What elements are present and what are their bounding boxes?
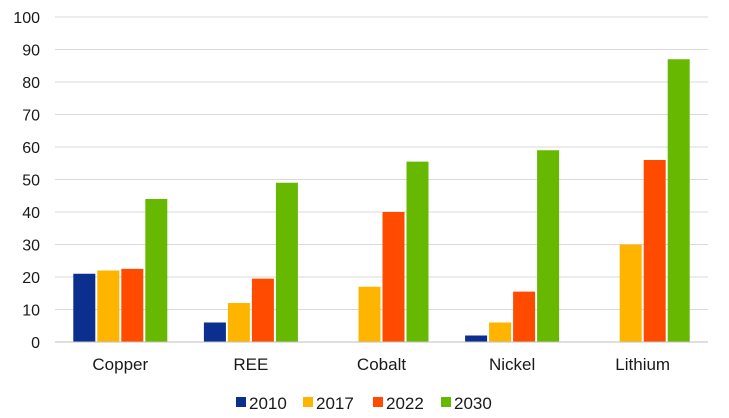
legend-label-2022: 2022: [386, 394, 424, 413]
legend-label-2017: 2017: [316, 394, 354, 413]
bar-cobalt-2017: [358, 286, 381, 342]
y-axis: 0 10 20 30 40 50 60 70 80 90 100: [13, 10, 40, 352]
legend-swatch-2010: [236, 397, 246, 407]
y-tick-label: 80: [22, 75, 40, 92]
legend-label-2030: 2030: [454, 394, 492, 413]
bar-copper-2017: [97, 270, 120, 342]
bar-ree-2010: [203, 322, 226, 342]
legend-swatch-2017: [303, 397, 313, 407]
x-category-label: Cobalt: [357, 355, 406, 374]
bar-copper-2022: [121, 268, 144, 342]
x-category-label: Lithium: [615, 355, 670, 374]
y-tick-label: 20: [22, 270, 40, 287]
bar-ree-2022: [251, 278, 274, 342]
bar-nickel-2030: [537, 150, 560, 342]
x-category-label: Nickel: [489, 355, 535, 374]
bar-cobalt-2022: [382, 212, 405, 342]
y-tick-label: 10: [22, 303, 40, 320]
y-tick-label: 40: [22, 205, 40, 222]
y-tick-label: 0: [31, 335, 40, 352]
y-tick-label: 90: [22, 43, 40, 60]
legend-swatch-2022: [373, 397, 383, 407]
legend-swatch-2030: [441, 397, 451, 407]
bar-lithium-2030: [667, 59, 690, 342]
y-tick-label: 50: [22, 173, 40, 190]
bar-ree-2030: [275, 182, 298, 342]
bars: [73, 59, 690, 342]
y-tick-label: 70: [22, 108, 40, 125]
bar-nickel-2017: [489, 322, 512, 342]
bar-lithium-2017: [619, 244, 642, 342]
bar-lithium-2022: [643, 160, 666, 342]
x-category-label: REE: [233, 355, 268, 374]
y-tick-label: 60: [22, 140, 40, 157]
y-tick-label: 100: [13, 10, 40, 27]
legend-label-2010: 2010: [249, 394, 287, 413]
bar-cobalt-2030: [406, 161, 429, 342]
bar-copper-2010: [73, 273, 96, 342]
x-category-label: Copper: [92, 355, 148, 374]
bar-copper-2030: [145, 199, 168, 342]
bar-nickel-2022: [513, 291, 536, 342]
bar-nickel-2010: [465, 335, 488, 342]
legend: 2010 2017 2022 2030: [236, 394, 492, 413]
bar-ree-2017: [227, 303, 250, 342]
y-tick-label: 30: [22, 238, 40, 255]
x-axis: Copper REE Cobalt Nickel Lithium: [92, 355, 670, 374]
